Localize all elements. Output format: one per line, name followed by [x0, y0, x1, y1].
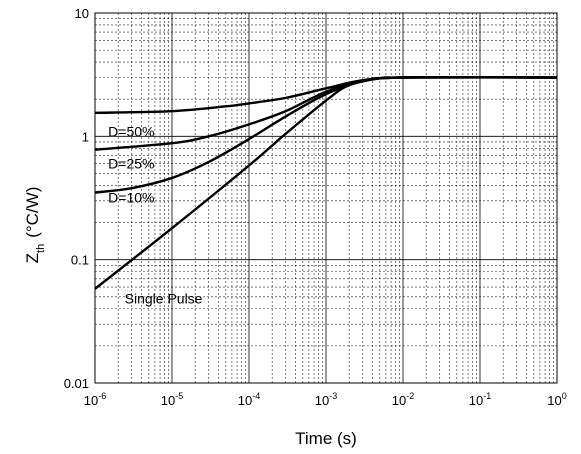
y-tick-label: 1 [82, 129, 89, 144]
y-axis-label-main: Z [23, 253, 42, 263]
y-tick-label: 0.1 [71, 253, 89, 268]
x-tick-exponent: -6 [98, 391, 106, 401]
series-label-single-pulse: Single Pulse [125, 291, 203, 307]
x-tick-label: 10-5 [161, 391, 183, 408]
x-tick-label: 100 [547, 391, 566, 408]
curve-label-layer: D=50% D=25% D=10% Single Pulse [108, 123, 203, 306]
y-tick-label: 10 [75, 6, 89, 21]
y-tick-labels: 0.01 0.1 1 10 [64, 6, 89, 391]
y-axis-label-sub: th [35, 244, 47, 253]
x-tick-label: 10-3 [315, 391, 337, 408]
x-tick-base: 10 [84, 393, 98, 408]
x-axis-label: Time (s) [295, 429, 357, 448]
curve-layer [94, 76, 558, 290]
x-tick-exponent: -3 [329, 391, 337, 401]
y-tick-label: 0.01 [64, 376, 89, 391]
x-tick-base: 10 [469, 393, 483, 408]
y-axis-label: Zth (°C/W) [23, 187, 47, 264]
x-tick-base: 10 [392, 393, 406, 408]
series-label-d-25: D=25% [108, 155, 154, 171]
grid-layer [95, 13, 557, 383]
x-tick-exponent: 0 [562, 391, 567, 401]
y-axis-label-unit: (°C/W) [23, 187, 42, 238]
x-tick-exponent: -4 [252, 391, 260, 401]
x-tick-base: 10 [315, 393, 329, 408]
x-tick-labels: 10-6 10-5 10-4 10-3 10-2 10-1 100 [84, 391, 567, 408]
series-label-d-50: D=50% [108, 123, 154, 139]
x-tick-label: 10-4 [238, 391, 260, 408]
x-tick-exponent: -1 [483, 391, 491, 401]
plot-frame [94, 12, 558, 384]
x-tick-exponent: -5 [175, 391, 183, 401]
x-tick-label: 10-2 [392, 391, 414, 408]
x-tick-base: 10 [238, 393, 252, 408]
x-tick-exponent: -2 [406, 391, 414, 401]
x-tick-base: 10 [547, 393, 561, 408]
series-line-single-pulse [94, 76, 558, 290]
series-label-d-10: D=10% [108, 190, 154, 206]
x-tick-label: 10-1 [469, 391, 491, 408]
x-tick-base: 10 [161, 393, 175, 408]
x-tick-label: 10-6 [84, 391, 106, 408]
